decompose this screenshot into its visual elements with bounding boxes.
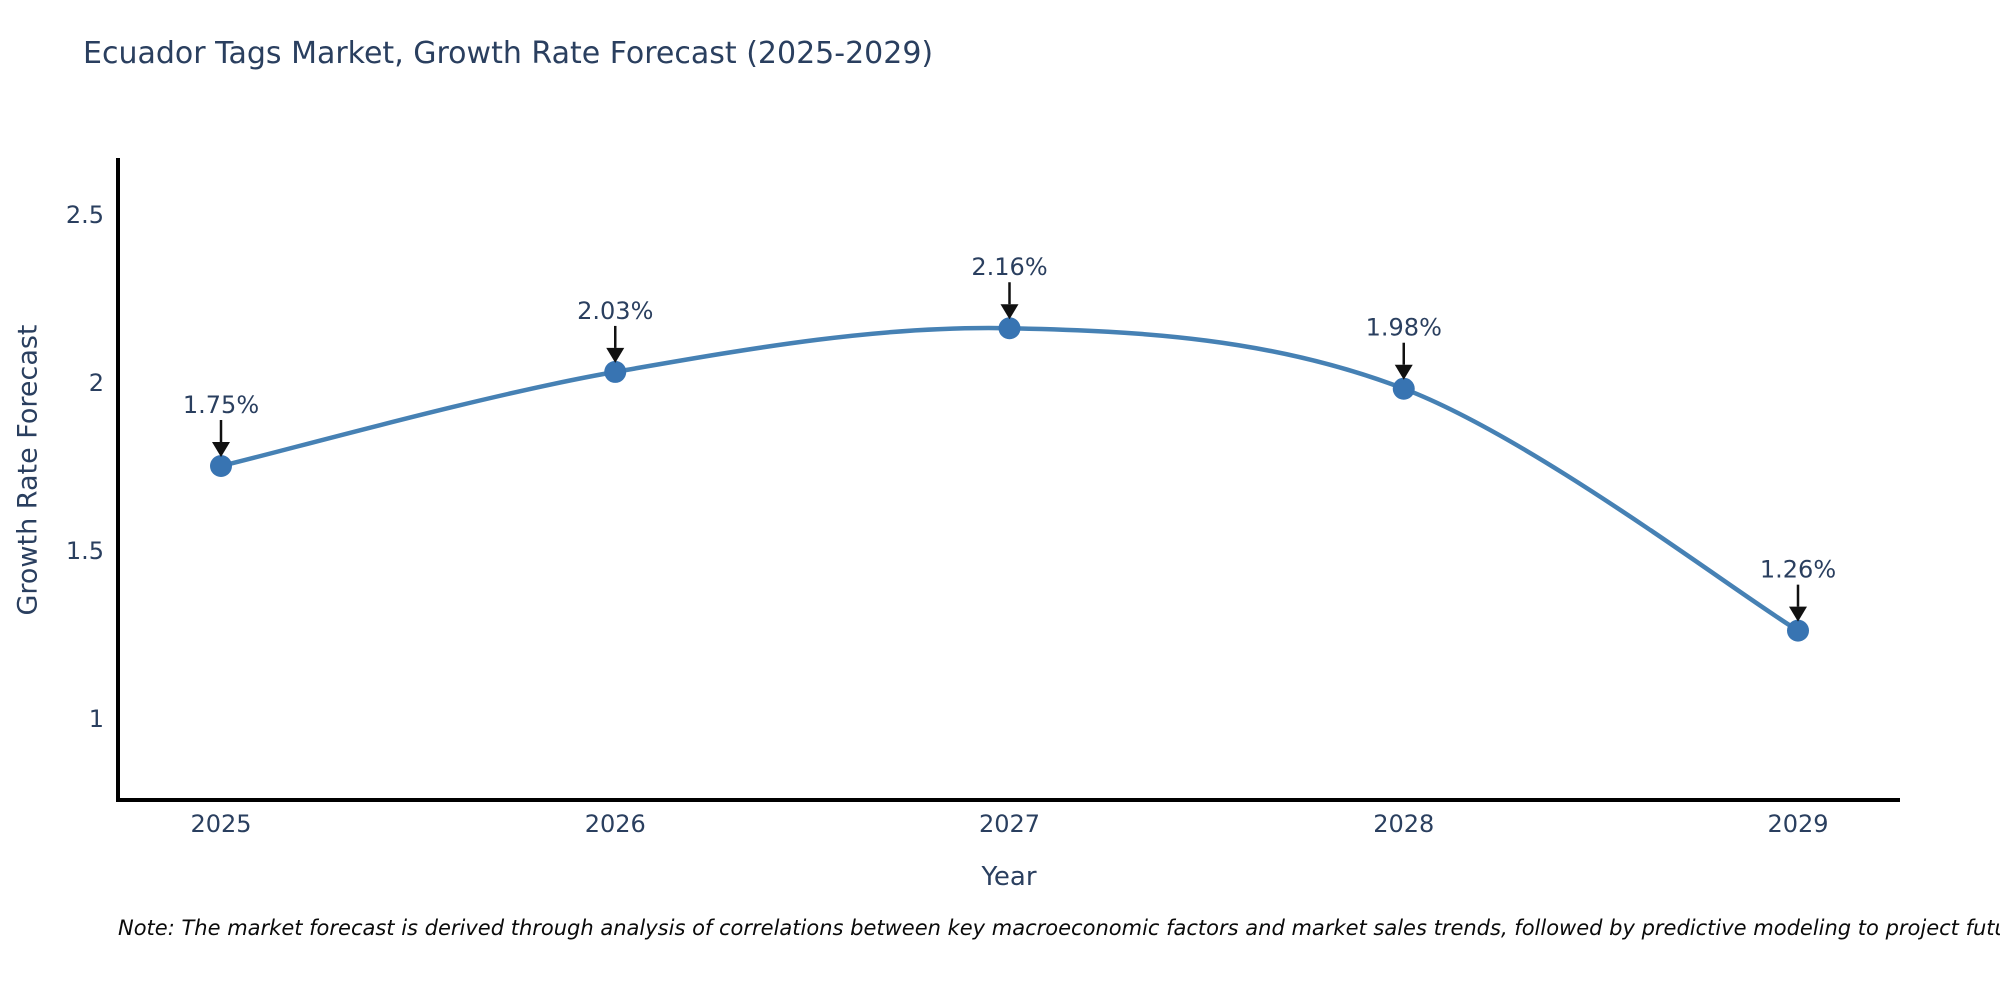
- data-point-label: 1.75%: [183, 391, 259, 419]
- y-tick-label: 1.5: [66, 537, 104, 565]
- x-tick-label: 2026: [585, 810, 646, 838]
- annotation-arrow-head-icon: [1789, 606, 1807, 622]
- trend-line: [218, 325, 1801, 633]
- x-tick-label: 2027: [979, 810, 1040, 838]
- annotation-arrow-head-icon: [606, 347, 625, 363]
- x-axis-title: Year: [981, 862, 1037, 892]
- data-point-label: 1.26%: [1760, 556, 1836, 584]
- data-point-marker: [1787, 619, 1809, 642]
- annotation-arrow-head-icon: [212, 442, 230, 457]
- y-axis-title: Growth Rate Forecast: [12, 324, 44, 616]
- y-tick-label: 1: [89, 705, 104, 733]
- y-tick-label: 2.5: [66, 201, 104, 229]
- data-point-label: 2.16%: [971, 253, 1047, 281]
- footnote: Note: The market forecast is derived thr…: [118, 916, 2000, 940]
- chart-title: Ecuador Tags Market, Growth Rate Forecas…: [83, 36, 934, 71]
- annotation-arrow-head-icon: [1000, 304, 1019, 320]
- x-tick-label: 2025: [190, 810, 251, 838]
- x-tick-label: 2028: [1373, 810, 1434, 838]
- x-tick-label: 2029: [1767, 810, 1828, 838]
- y-tick-label: 2: [89, 369, 104, 397]
- data-point-label: 1.98%: [1366, 314, 1442, 342]
- data-point-marker: [210, 455, 232, 477]
- data-point-marker: [998, 317, 1021, 340]
- data-point-label: 2.03%: [577, 297, 653, 325]
- annotation-arrow-head-icon: [1394, 364, 1413, 380]
- data-point-marker: [604, 360, 627, 383]
- data-point-marker: [1392, 377, 1415, 400]
